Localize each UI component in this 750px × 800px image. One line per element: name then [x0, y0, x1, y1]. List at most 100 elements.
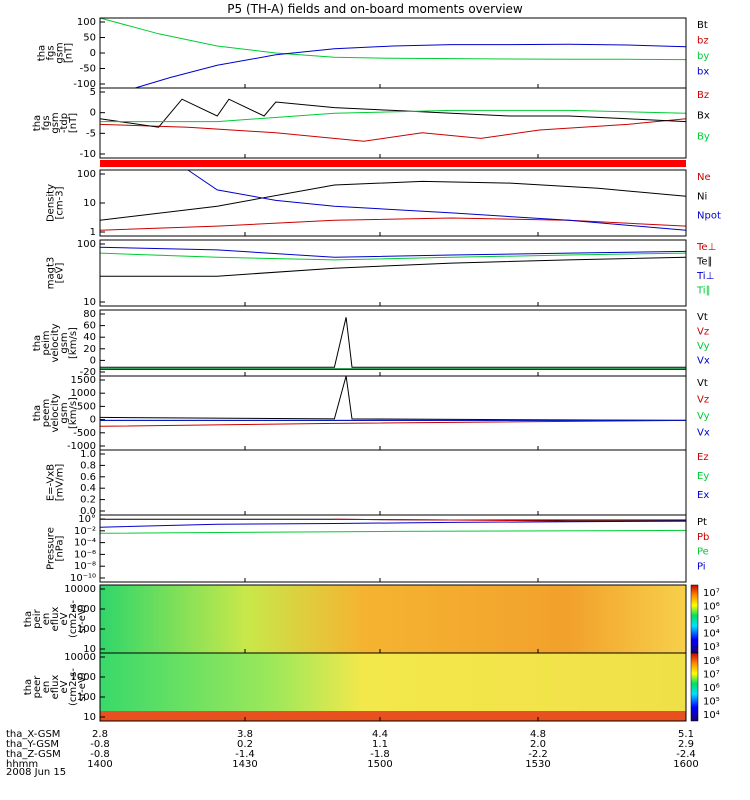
heatmap-field [100, 653, 686, 721]
legend-label: Vt [697, 312, 708, 323]
y-tick-label: 100 [77, 17, 96, 28]
series-line-Ti∥ [99, 252, 687, 261]
ephem-value: -1.4 [235, 749, 255, 760]
y-label-line: peir [32, 608, 43, 628]
colorbar-tick-label: 10⁸ [703, 656, 720, 667]
y-tick-label: 500 [77, 401, 96, 412]
y-tick-label: 100 [77, 239, 96, 250]
ephem-value: -2.4 [676, 749, 696, 760]
panel-frame [99, 652, 687, 722]
legend-label: Bx [697, 111, 710, 122]
y-label-line: E=-VxB [46, 464, 57, 501]
y-tick-label: 10⁻⁴ [74, 538, 96, 549]
legend-label: Ex [697, 490, 709, 501]
y-label-line: (cm2-s- [68, 600, 79, 638]
y-tick-label: 10° [78, 514, 96, 525]
ephem-value: 2.8 [92, 729, 108, 740]
legend-label: Pb [697, 532, 709, 543]
y-tick-label: 1.0 [80, 449, 96, 460]
panels-layer: 100500-50-100thafgsgsm[nT]Btbzbybx50-5-1… [23, 17, 721, 723]
ephem-value: -2.2 [528, 749, 548, 760]
ephem-value: 1400 [87, 759, 112, 770]
ephem-value: 1.1 [372, 739, 388, 750]
y-label-line: gsm [59, 332, 70, 353]
legend-label: bz [697, 36, 709, 47]
panel-peir_eflux: 10⁷ 10⁶ 10⁵ 10⁴ 10³ 10000 1000 100 10 thapeirenef… [23, 584, 720, 655]
ephem-value: 3.8 [237, 729, 253, 740]
ephem-value: 1430 [232, 759, 257, 770]
y-tick-label: -1000 [67, 441, 96, 452]
y-label-line: gsm [55, 42, 66, 63]
colorbar-gradient [690, 652, 699, 722]
panel-frame [99, 449, 687, 516]
y-label-line: gsm [50, 112, 61, 133]
y-tick-label: 10 [83, 198, 96, 209]
y-tick-label: -5 [86, 128, 96, 139]
y-tick-label: -10 [80, 149, 96, 160]
y-tick-label: 0.2 [80, 495, 96, 506]
y-tick-label: 10000 [64, 584, 96, 595]
y-label-line: Pressure [46, 527, 57, 570]
ephem-value: 0.2 [237, 739, 253, 750]
y-tick-label: 0.8 [80, 460, 96, 471]
y-tick-label: 100 [77, 692, 96, 703]
y-tick-label: 1000 [71, 604, 96, 615]
y-tick-label: -20 [80, 367, 96, 378]
y-label-line: peim [41, 330, 52, 355]
legend-label: Te⊥ [696, 242, 716, 253]
y-tick-label: 20 [83, 344, 96, 355]
legend-label: by [697, 51, 709, 62]
y-label-line: [eV] [55, 263, 66, 284]
plot-title: P5 (TH-A) fields and on-board moments ov… [227, 2, 523, 16]
y-label-line: peem [41, 399, 52, 427]
heatmap-field [100, 585, 686, 653]
y-label-line: magt3 [46, 257, 57, 290]
y-tick-label: 10⁻⁸ [74, 561, 96, 572]
y-label-line: en [41, 613, 52, 626]
y-label-line: tha [23, 611, 34, 627]
panel-frame [99, 239, 687, 307]
ephemeris-table: tha_X-GSM 2.8 3.8 4.4 4.8 5.1 tha_Y-GSM -0.8 0.2… [6, 729, 699, 770]
series-line-Te∥ [100, 256, 687, 277]
series-line-Ne [99, 217, 687, 231]
panel-density: 100 10 1 Density[cm-3] Ne Ni Npot [46, 169, 721, 238]
legend-label: By [697, 131, 710, 142]
y-tick-label: -100 [73, 79, 96, 90]
colorbar-gradient [690, 584, 699, 654]
y-tick-label: 10 [83, 644, 96, 655]
ephem-value: 4.8 [530, 729, 546, 740]
y-label-line: -tdp [59, 113, 70, 133]
y-tick-label: 10 [83, 297, 96, 308]
y-label-line: [mV/m] [55, 464, 66, 502]
y-tick-label: 10⁻¹⁰ [70, 573, 96, 584]
legend-label: Ni [697, 191, 707, 202]
colorbar: 10⁷ 10⁶ 10⁵ 10⁴ 10³ [690, 584, 720, 654]
y-label-line: Density [46, 184, 57, 222]
legend-label: Vy [697, 411, 710, 422]
colorbar-tick-label: 10⁷ [703, 588, 720, 599]
y-tick-label: 1000 [71, 672, 96, 683]
colorbar-tick-label: 10³ [703, 642, 720, 653]
series-line-Ti⊥ [99, 246, 687, 258]
series-line-Bz [99, 118, 687, 142]
ephem-value: -0.8 [90, 739, 110, 750]
ephem-row-label: tha_X-GSM [6, 729, 60, 740]
legend-label: Bt [697, 20, 708, 31]
legend-label: Ez [697, 452, 709, 463]
y-label-line: eV [59, 680, 70, 693]
y-tick-label: 10000 [64, 652, 96, 663]
legend-label: Vt [697, 378, 708, 389]
y-label-line: (cm2-s- [68, 668, 79, 706]
y-label-line: [nT] [64, 43, 75, 63]
legend-label: Vx [697, 428, 710, 439]
y-label-line: [cm-3] [55, 186, 66, 219]
y-label-line: en [41, 681, 52, 694]
legend-label: Ne [697, 172, 711, 183]
colorbar-tick-label: 10⁵ [703, 697, 720, 708]
y-tick-label: 10⁻⁶ [74, 549, 96, 560]
